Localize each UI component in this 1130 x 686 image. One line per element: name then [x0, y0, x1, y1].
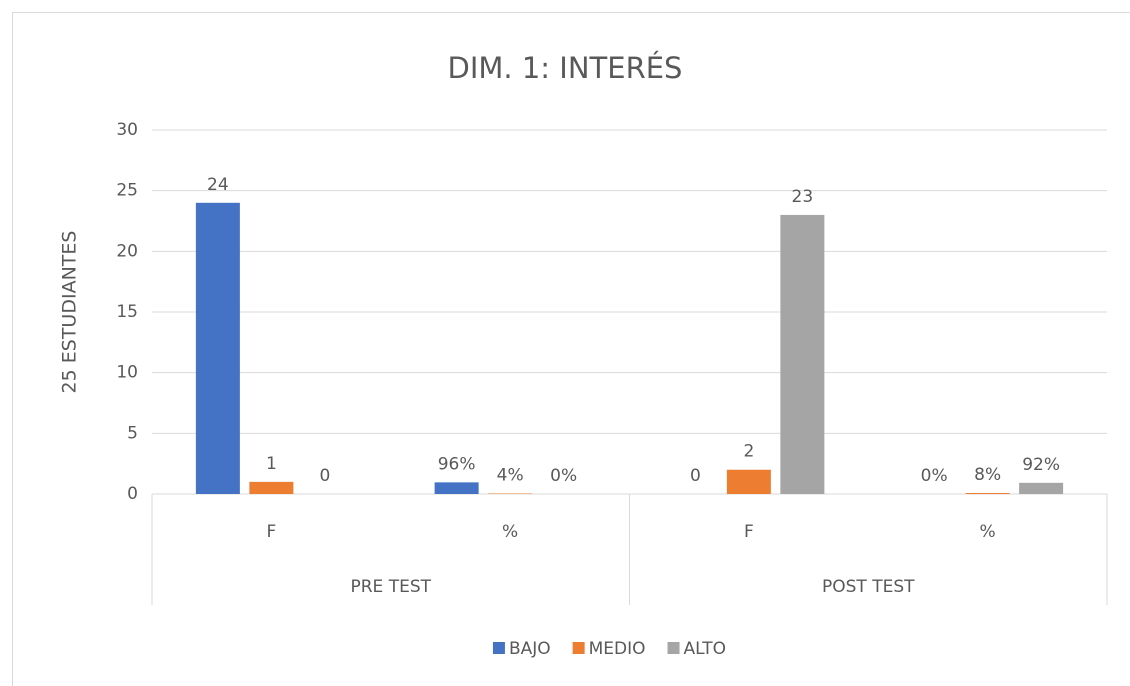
- y-tick-label: 30: [116, 120, 138, 140]
- bar: [249, 481, 294, 494]
- data-label: 0: [690, 466, 701, 486]
- bar: [434, 482, 479, 494]
- x-tick-label: %: [502, 522, 518, 542]
- legend-swatch: [492, 642, 505, 654]
- data-label: 0: [319, 466, 330, 486]
- data-label: 8%: [974, 465, 1001, 485]
- group-label: PRE TEST: [350, 577, 431, 597]
- data-label: 24: [207, 175, 229, 195]
- group-label: POST TEST: [822, 577, 915, 597]
- chart-title: DIM. 1: INTERÉS: [448, 51, 683, 85]
- bar: [1019, 482, 1064, 494]
- y-tick-label: 0: [127, 484, 138, 504]
- bar: [726, 469, 771, 494]
- data-label: 4%: [497, 466, 524, 486]
- y-tick-label: 10: [116, 363, 138, 383]
- legend-label: ALTO: [684, 639, 727, 659]
- bar: [780, 214, 825, 494]
- data-label: 0%: [921, 466, 948, 486]
- x-tick-label: F: [266, 522, 276, 542]
- y-tick-label: 20: [116, 241, 138, 261]
- legend-label: BAJO: [509, 639, 551, 659]
- data-label: 1: [266, 454, 277, 474]
- chart-border: [12, 12, 1130, 686]
- data-label: 92%: [1022, 455, 1060, 475]
- data-label: 96%: [438, 454, 476, 474]
- x-tick-label: F: [744, 522, 754, 542]
- data-label: 2: [743, 442, 754, 462]
- x-tick-label: %: [980, 522, 996, 542]
- y-tick-label: 15: [116, 302, 138, 322]
- legend-swatch: [572, 642, 585, 654]
- y-tick-label: 5: [127, 423, 138, 443]
- data-label: 0%: [550, 466, 577, 486]
- data-label: 23: [792, 187, 814, 207]
- y-tick-label: 25: [116, 181, 138, 201]
- bar: [965, 493, 1010, 494]
- bar: [195, 202, 240, 495]
- legend-label: MEDIO: [589, 639, 646, 659]
- y-axis-label: 25 ESTUDIANTES: [59, 231, 81, 394]
- legend-swatch: [667, 642, 680, 654]
